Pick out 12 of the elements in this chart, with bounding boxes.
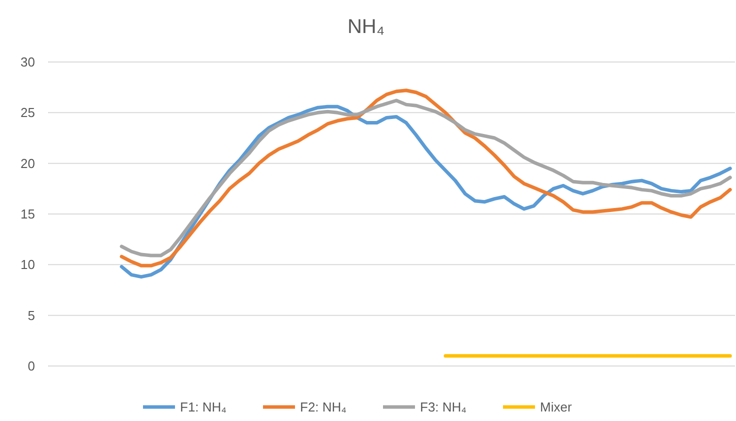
y-tick-label: 0 xyxy=(28,358,35,374)
chart-title: NH₄ xyxy=(347,16,385,38)
y-tick-label: 20 xyxy=(20,156,35,171)
y-tick-label: 15 xyxy=(20,206,35,222)
legend-label: F3: NH₄ xyxy=(420,400,466,415)
legend-label: Mixer xyxy=(540,400,572,415)
y-tick-label: 30 xyxy=(20,54,35,70)
y-tick-label: 10 xyxy=(20,257,35,272)
y-tick-label: 5 xyxy=(28,308,35,323)
legend-label: F2: NH₄ xyxy=(300,400,346,415)
legend-label: F1: NH₄ xyxy=(180,400,226,415)
y-tick-label: 25 xyxy=(20,105,35,120)
